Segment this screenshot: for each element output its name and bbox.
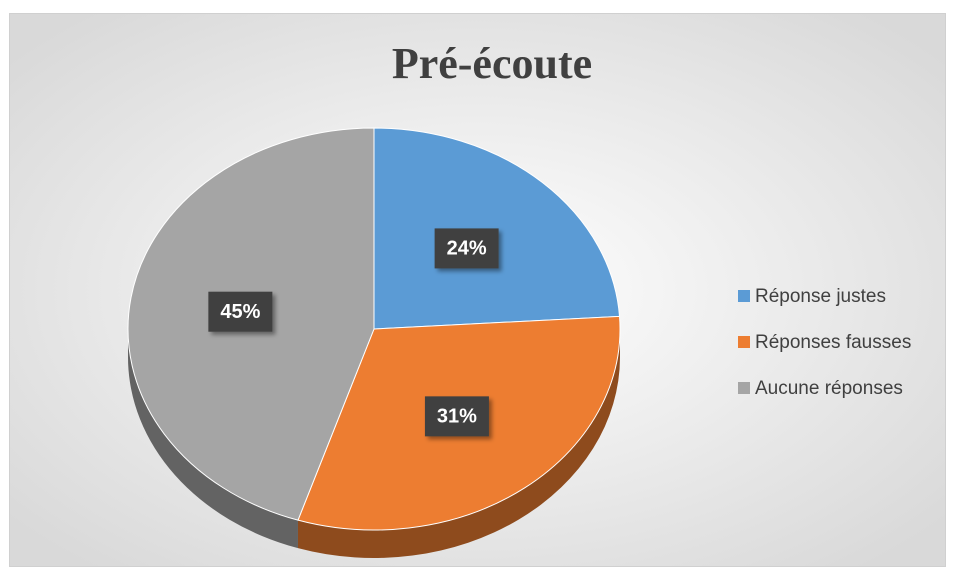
data-label: 24% — [434, 228, 499, 269]
slice-side — [297, 329, 620, 558]
data-label-box — [208, 291, 273, 332]
legend-swatch — [738, 290, 750, 302]
legend-label: Réponses fausses — [755, 332, 911, 353]
data-label: 31% — [424, 396, 489, 437]
legend-label: Aucune réponses — [755, 378, 903, 399]
legend-swatch — [738, 382, 750, 394]
data-label: 45% — [208, 291, 273, 332]
data-label-text: 24% — [447, 238, 487, 260]
data-label-box — [434, 228, 499, 269]
data-label-text: 31% — [437, 406, 477, 428]
chart-title: Pré-écoute — [392, 39, 592, 88]
legend-swatch — [738, 336, 750, 348]
legend-label: Réponse justes — [755, 286, 886, 307]
data-label-box — [424, 396, 489, 437]
slice-side — [128, 329, 298, 549]
data-label-text: 45% — [220, 301, 260, 323]
